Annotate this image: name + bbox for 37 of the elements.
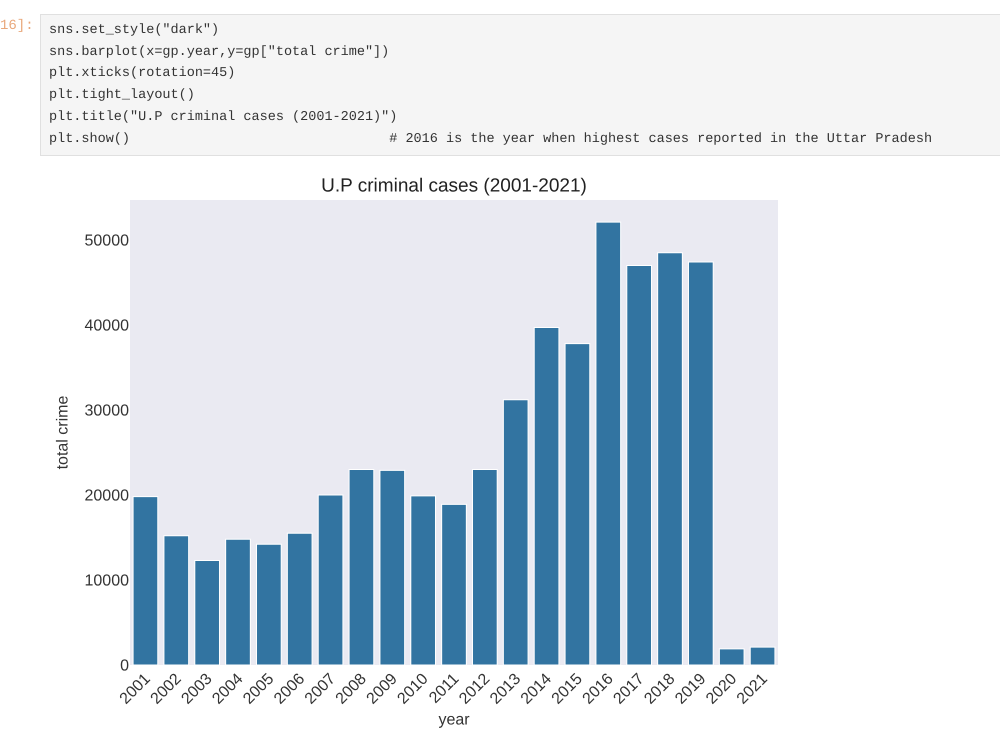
bar [441,504,467,665]
bar [472,468,498,665]
bar [132,496,158,665]
bar [225,538,251,665]
bar [410,495,436,665]
y-tick-label: 10000 [84,572,130,590]
text: sns.barplot(x=gp.year,y=gp["total crime"]) [49,44,390,62]
y-tick-label: 0 [120,658,130,675]
bar [534,327,560,665]
bar [657,252,683,665]
y-tick-label: 30000 [84,402,130,420]
bar [194,560,220,665]
y-axis-title: total crime [54,396,72,470]
y-tick-label: 40000 [84,318,130,335]
bar [318,494,344,665]
chart-title: U.P criminal cases (2001-2021) [321,176,587,197]
text: plt.xticks(rotation=45) [49,65,236,84]
bar [379,470,406,665]
text: plt.show() # 2016 is the year when highest cases reported in the Uttar Pradesh [49,130,934,149]
bar [163,535,190,665]
bar [750,646,776,665]
bar [626,264,652,665]
text: plt.title("U.P criminal cases (2001-2021)") [49,108,398,127]
bar [718,648,745,665]
text: plt.tight_layout() [49,87,196,106]
bar [688,262,714,665]
y-tick-label: 20000 [84,488,130,505]
bar [595,222,622,665]
bar [286,532,313,665]
text: sns.set_style("dark") [49,22,220,40]
bar [564,343,590,665]
bar [256,544,282,665]
bar [348,468,374,665]
x-axis-title: year [438,711,470,728]
y-tick-label: 50000 [84,232,130,250]
bar [502,399,529,665]
text: 16]: [0,18,34,34]
